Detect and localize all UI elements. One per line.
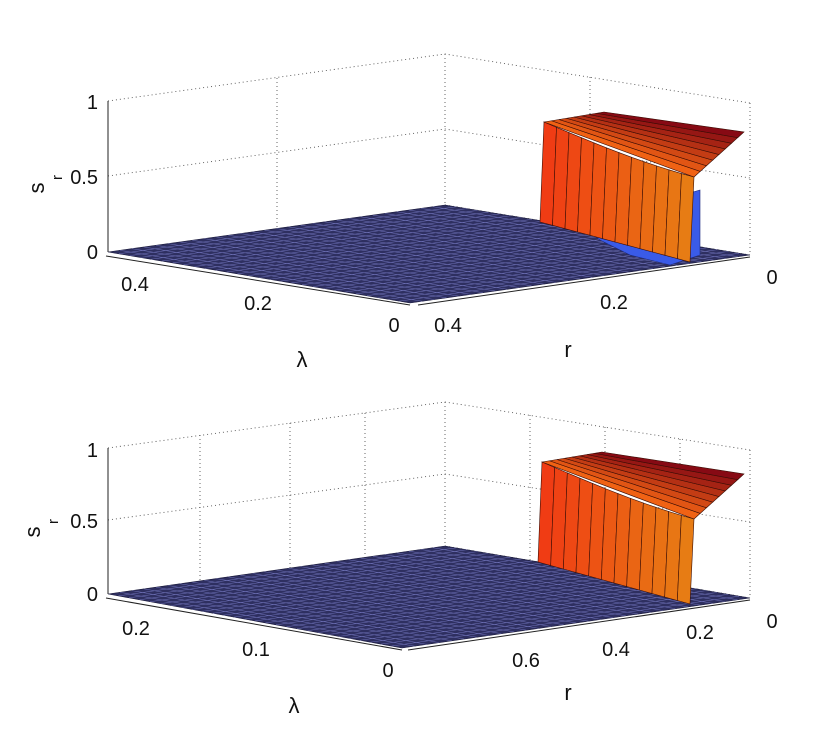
- z-axis-label: s r: [24, 175, 66, 194]
- mesh-line: [275, 575, 620, 626]
- mesh-line: [360, 216, 666, 268]
- r-tick-label: 0.4: [434, 315, 462, 337]
- mesh-line: [384, 554, 688, 608]
- r-axis-label: r: [564, 680, 571, 705]
- z-tick-label: 0: [87, 584, 98, 606]
- grid-top: [107, 53, 751, 256]
- mesh-line: [399, 252, 740, 302]
- mesh-line: [291, 235, 631, 284]
- z-label-main: s: [20, 527, 45, 538]
- mesh-line: [336, 219, 641, 271]
- surface-step: [537, 451, 745, 605]
- z-label-sub: r: [49, 175, 66, 180]
- mesh-line: [300, 566, 601, 620]
- z-tick-label: 0.5: [70, 511, 98, 533]
- mesh-line: [396, 552, 701, 606]
- lambda-axis-line: [105, 597, 403, 651]
- r-tick-label: 0: [766, 611, 777, 633]
- grid-line: [107, 401, 751, 451]
- mesh-line: [280, 233, 620, 282]
- mesh-line: [265, 573, 609, 624]
- r-tick-label: 0: [766, 267, 777, 289]
- mesh-line: [328, 584, 674, 635]
- lambda-tick-label: 0.2: [122, 618, 150, 640]
- z-tick-label: 0.5: [70, 167, 98, 189]
- mesh-line: [360, 557, 664, 611]
- mesh-line: [338, 586, 685, 637]
- mesh-line: [359, 590, 707, 641]
- mesh-line: [288, 568, 589, 622]
- plateau-strip: [596, 111, 745, 138]
- r-tick-label: 0.4: [602, 639, 630, 661]
- mesh-line: [324, 221, 629, 273]
- plateau-strip: [594, 451, 745, 480]
- mesh-line: [372, 556, 676, 609]
- z-tick-label: 1: [87, 92, 98, 114]
- z-label-sub: r: [45, 519, 62, 524]
- mesh-line: [307, 581, 652, 631]
- plot-bottom: 1 0.5 0 s r 0.2 0.1 0 λ 0.6 0.4 0.2 0 r: [20, 401, 778, 718]
- mesh-line: [372, 214, 678, 266]
- plot-top: 1 0.5 0 s r 0.4 0.2 0 λ 0.4 0.2 0 r: [24, 53, 778, 372]
- lambda-tick-label: 0: [382, 660, 393, 682]
- mesh-line: [324, 562, 626, 617]
- lambda-axis-line: [105, 255, 411, 306]
- z-tick-label: 0: [87, 242, 98, 264]
- lambda-tick-label: 0: [388, 315, 399, 337]
- mesh-line: [302, 236, 642, 286]
- lambda-axis-label: λ: [289, 693, 300, 718]
- z-axis-label: s r: [20, 519, 62, 538]
- grid-line: [107, 128, 751, 179]
- r-axis-label: r: [564, 337, 571, 362]
- mesh-line: [348, 559, 651, 613]
- r-axis-line: [417, 256, 751, 306]
- lambda-tick-label: 0.1: [242, 639, 270, 661]
- lambda-tick-label: 0.2: [244, 293, 272, 315]
- mesh-line: [258, 229, 598, 278]
- mesh-line: [312, 223, 617, 275]
- mesh-line: [348, 218, 653, 269]
- mesh-line: [380, 594, 729, 645]
- r-tick-label: 0.2: [600, 292, 628, 314]
- mesh-line: [296, 579, 642, 629]
- mesh-line: [288, 226, 593, 278]
- surface-mesh: [118, 206, 740, 302]
- surface-step: [539, 111, 745, 263]
- mesh-line: [391, 595, 740, 647]
- mesh-line: [312, 238, 652, 287]
- lambda-axis-label: λ: [297, 347, 308, 372]
- grid-line: [107, 53, 751, 104]
- mesh-line: [334, 242, 674, 291]
- mesh-line: [300, 224, 605, 276]
- r-tick-label: 0.6: [512, 650, 540, 672]
- mesh-line: [323, 240, 663, 289]
- mesh-line: [370, 592, 718, 643]
- lambda-tick-label: 0.4: [121, 274, 149, 296]
- mesh-line: [317, 582, 663, 633]
- z-tick-label: 1: [87, 440, 98, 462]
- r-axis-line: [407, 599, 751, 651]
- mesh-line: [349, 588, 696, 639]
- z-label-main: s: [24, 183, 49, 194]
- mesh-line: [286, 577, 631, 628]
- mesh-line: [336, 561, 639, 615]
- r-tick-label: 0.2: [686, 622, 714, 644]
- mesh-line: [312, 564, 614, 618]
- mesh-line: [254, 571, 598, 622]
- mesh-line: [269, 231, 609, 280]
